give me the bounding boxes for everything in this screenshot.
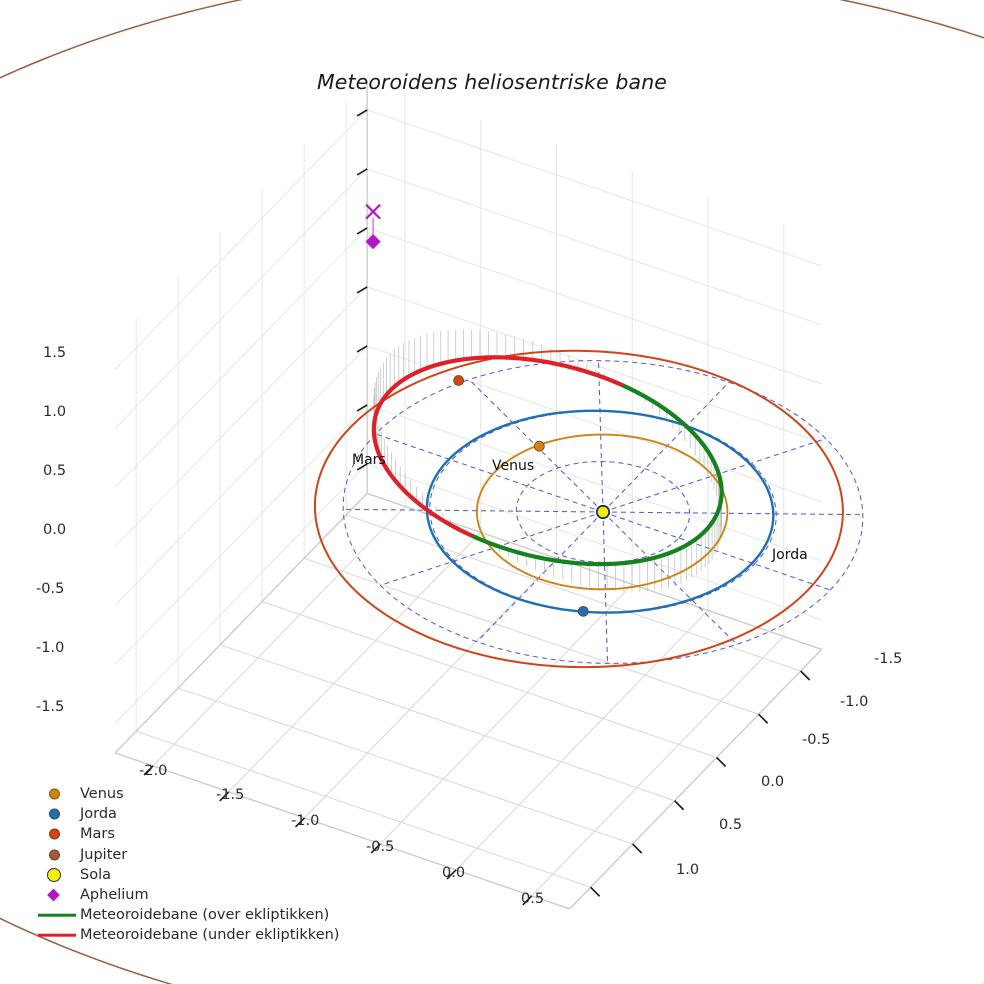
y-axis-bottom-right-tick-label: -0.5	[802, 732, 831, 748]
legend-item-venus[interactable]: Venus	[36, 784, 339, 804]
z-axis-left-tick-label: -1.5	[36, 699, 65, 715]
axes-tick-marks	[143, 109, 811, 906]
legend-item-label: Meteoroidebane (under ekliptikken)	[80, 927, 340, 944]
z-axis-left-tick-label: -0.5	[36, 581, 65, 597]
x-axis-bottom-left-tick-label: -1.5	[216, 787, 245, 803]
aphelium-diamond-icon	[36, 885, 78, 905]
legend-item-label: Mars	[80, 826, 115, 843]
legend-item-label: Jupiter	[80, 846, 128, 863]
legend-item-meteoroidebane[interactable]: Meteoroidebane (under ekliptikken)	[36, 925, 339, 945]
jupiter-dot-icon	[36, 845, 78, 865]
legend-item-label: Jorda	[80, 806, 117, 823]
jorda-dot-icon	[36, 804, 78, 824]
x-axis-bottom-left-tick-label: 0.5	[521, 891, 545, 907]
legend[interactable]: Venus Jorda Mars Jupiter Sola Aphelium Meteoro…	[36, 784, 339, 946]
legend-item-label: Venus	[80, 786, 124, 803]
y-axis-bottom-right-tick-label: -1.5	[874, 651, 903, 667]
legend-item-meteoroidebane[interactable]: Meteoroidebane (over ekliptikken)	[36, 905, 339, 925]
green-line-icon	[36, 905, 78, 925]
y-axis-bottom-right-tick-label: 0.0	[761, 774, 785, 790]
legend-item-aphelium[interactable]: Aphelium	[36, 885, 339, 905]
meteoroid-orbit-curve	[371, 355, 724, 567]
venus-dot-icon	[36, 784, 78, 804]
page-title: Meteoroidens heliosentriske bane	[316, 70, 668, 94]
legend-item-jorda[interactable]: Jorda	[36, 804, 339, 824]
sola-dot-icon	[36, 865, 78, 885]
x-axis-bottom-left-tick-label: -0.5	[366, 839, 395, 855]
mars-dot-icon	[36, 824, 78, 844]
z-axis-left-tick-label: 1.0	[43, 404, 67, 420]
y-axis-bottom-right-tick-label: 1.0	[676, 862, 700, 878]
y-axis-bottom-right-tick-label: -1.0	[840, 694, 869, 710]
axes-pane-grid	[114, 93, 822, 897]
celestial-body-markers	[365, 203, 611, 617]
x-axis-bottom-left-tick-label: 0.0	[442, 865, 466, 881]
legend-item-jupiter[interactable]: Jupiter	[36, 845, 339, 865]
red-line-icon	[36, 925, 78, 945]
legend-item-sola[interactable]: Sola	[36, 865, 339, 885]
annotation-mars: Mars	[352, 452, 386, 468]
annotation-venus: Venus	[492, 458, 535, 474]
z-axis-left-tick-label: 0.0	[43, 522, 67, 538]
x-axis-bottom-left-tick-label: -1.0	[291, 813, 320, 829]
z-axis-left-tick-label: -1.0	[36, 640, 65, 656]
legend-item-label: Aphelium	[80, 887, 149, 904]
x-axis-bottom-left-tick-label: -2.0	[139, 763, 168, 779]
legend-item-label: Sola	[80, 866, 111, 883]
legend-item-label: Meteoroidebane (over ekliptikken)	[80, 907, 330, 924]
z-axis-left-tick-label: 0.5	[43, 463, 67, 479]
z-axis-left-tick-label: 1.5	[43, 345, 67, 361]
legend-item-mars[interactable]: Mars	[36, 824, 339, 844]
y-axis-bottom-right-tick-label: 0.5	[719, 817, 743, 833]
annotation-jorda: Jorda	[772, 547, 808, 563]
